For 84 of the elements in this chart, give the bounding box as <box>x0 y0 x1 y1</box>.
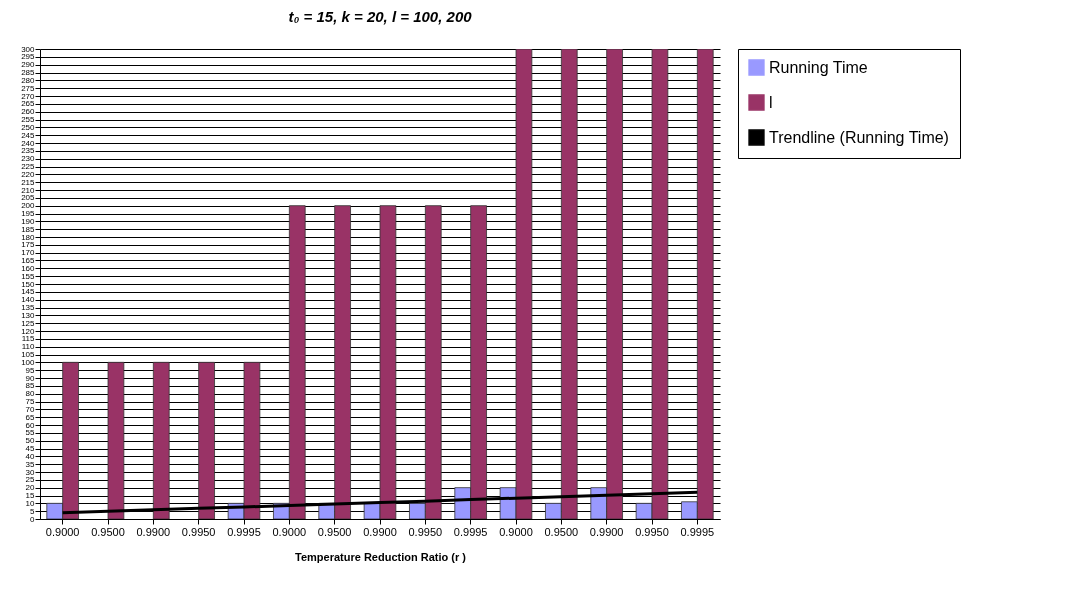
y-tick-label: 200 <box>21 201 36 211</box>
x-axis-title: Temperature Reduction Ratio (r ) <box>295 550 467 563</box>
y-tick-label: 55 <box>25 428 36 438</box>
y-tick-label: 90 <box>25 373 36 383</box>
x-tick-label: 0.9000 <box>272 525 307 538</box>
y-tick-label: 185 <box>21 224 36 234</box>
x-tick-label: 0.9900 <box>363 525 397 538</box>
y-tick-label: 190 <box>21 216 36 226</box>
y-tick-label: 150 <box>21 279 36 289</box>
y-tick-label: 260 <box>21 107 36 117</box>
y-tick-label: 85 <box>25 381 36 391</box>
y-tick-label: 105 <box>21 350 36 359</box>
y-tick-label: 275 <box>21 83 36 93</box>
legend-label: Trendline (Running Time) <box>769 128 949 146</box>
y-tick-label: 40 <box>25 451 36 461</box>
y-tick-label: 210 <box>21 185 36 195</box>
x-tick-label: 0.9900 <box>136 525 171 538</box>
y-tick-label: 30 <box>25 467 36 477</box>
y-tick-label: 160 <box>21 263 36 273</box>
y-tick-label: 290 <box>21 60 36 70</box>
y-tick-label: 175 <box>21 240 36 250</box>
y-tick-label: 75 <box>25 397 36 406</box>
y-tick-label: 95 <box>25 365 36 375</box>
x-tick-label: 0.9995 <box>680 525 715 538</box>
x-tick-label: 0.9950 <box>635 525 669 538</box>
y-tick-label: 140 <box>21 295 36 305</box>
x-tick-label: 0.9000 <box>499 525 533 538</box>
y-tick-label: 135 <box>21 303 36 312</box>
x-tick-label: 0.9500 <box>91 525 125 538</box>
x-tick-label: 0.9900 <box>589 525 624 538</box>
y-tick-label: 195 <box>21 209 36 218</box>
x-tick-label: 0.9950 <box>181 525 216 538</box>
y-tick-label: 180 <box>21 232 36 242</box>
y-tick-label: 45 <box>25 444 36 453</box>
y-tick-label: 225 <box>21 162 36 171</box>
x-tick-label: 0.9000 <box>45 525 80 538</box>
y-tick-label: 165 <box>21 256 36 265</box>
y-tick-label: 295 <box>21 52 36 62</box>
y-tick-label: 130 <box>21 310 36 320</box>
y-tick-label: 25 <box>25 475 36 485</box>
y-tick-label: 300 <box>21 44 36 54</box>
y-tick-label: 15 <box>25 491 36 500</box>
y-tick-label: 270 <box>21 91 36 101</box>
x-tick-label: 0.9950 <box>408 525 443 538</box>
y-tick-label: 10 <box>25 498 36 508</box>
y-tick-label: 125 <box>21 318 36 328</box>
legend-label: Running Time <box>769 58 868 76</box>
y-tick-label: 100 <box>21 357 36 367</box>
x-tick-label: 0.9995 <box>227 525 261 538</box>
y-tick-label: 50 <box>25 436 36 446</box>
y-tick-label: 80 <box>25 389 36 399</box>
bar <box>152 361 170 519</box>
y-tick-label: 115 <box>21 334 36 344</box>
y-tick-label: 280 <box>21 75 36 85</box>
y-tick-label: 285 <box>21 68 36 77</box>
y-tick-label: 170 <box>21 248 36 258</box>
y-tick-label: 205 <box>21 193 36 203</box>
y-tick-label: 65 <box>25 412 36 422</box>
y-tick-label: 5 <box>30 506 36 516</box>
y-tick-label: 235 <box>21 146 36 156</box>
y-tick-label: 145 <box>21 287 36 297</box>
y-tick-label: 70 <box>25 404 36 414</box>
y-tick-label: 60 <box>25 420 36 430</box>
y-tick-label: 220 <box>21 169 36 179</box>
y-tick-label: 245 <box>21 130 36 140</box>
x-tick-label: 0.9995 <box>453 525 488 538</box>
y-tick-label: 35 <box>25 459 36 469</box>
legend-label: l <box>769 93 773 111</box>
x-tick-label: 0.9500 <box>317 525 352 538</box>
y-tick-label: 120 <box>21 326 36 336</box>
y-tick-label: 0 <box>30 514 36 524</box>
y-tick-label: 215 <box>21 177 36 187</box>
y-tick-label: 250 <box>21 122 36 132</box>
y-tick-label: 20 <box>25 483 36 493</box>
y-tick-label: 240 <box>21 138 36 148</box>
chart-title: t₀ = 15, k = 20, l = 100, 200 <box>288 8 473 25</box>
y-tick-label: 255 <box>21 115 36 124</box>
x-tick-label: 0.9500 <box>544 525 579 538</box>
bar <box>198 361 215 519</box>
y-tick-label: 110 <box>21 342 36 352</box>
bar <box>107 361 125 519</box>
y-tick-label: 230 <box>21 154 36 164</box>
y-tick-label: 155 <box>21 271 36 281</box>
y-tick-label: 265 <box>21 99 36 109</box>
